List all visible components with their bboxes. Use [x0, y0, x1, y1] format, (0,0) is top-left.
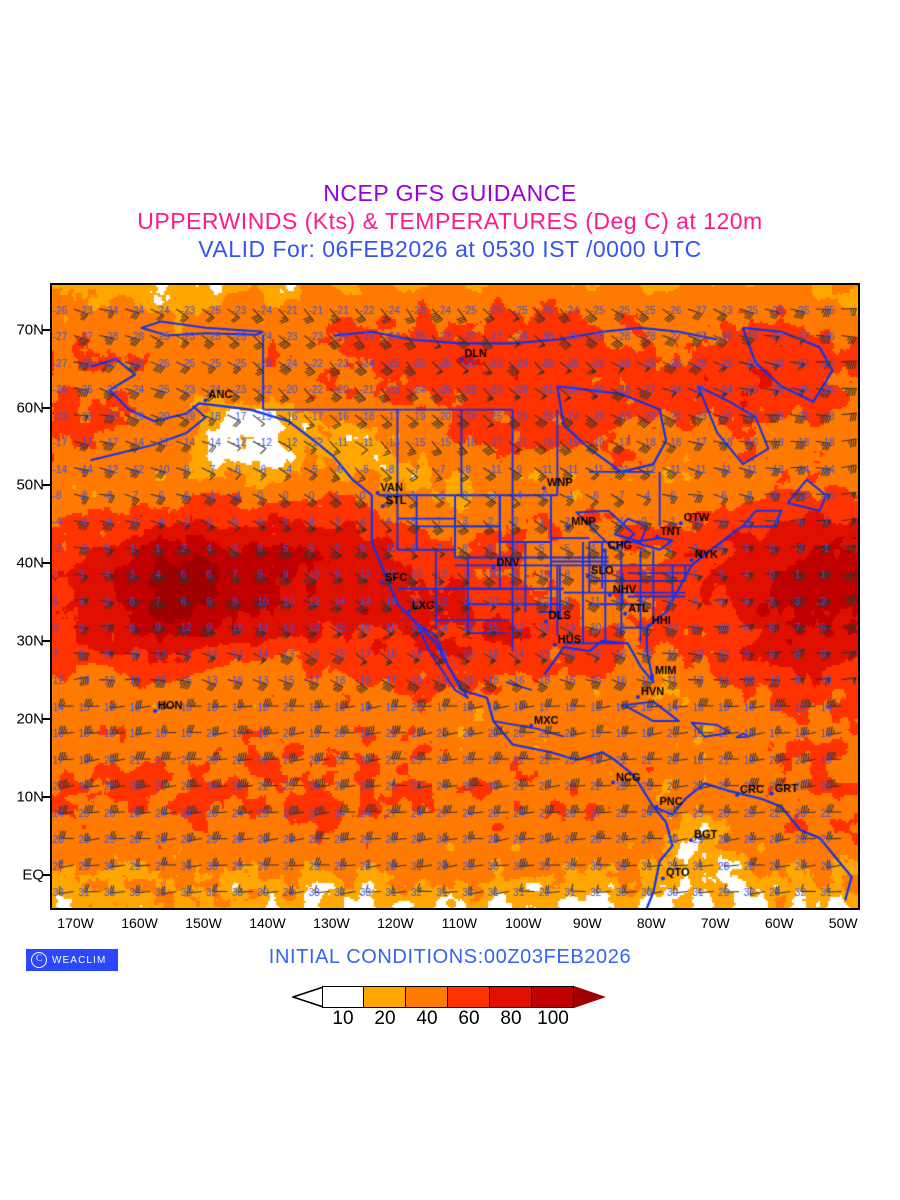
chart-title-block: NCEP GFS GUIDANCE UPPERWINDS (Kts) & TEM…: [0, 180, 900, 263]
title-line-valid-time: VALID For: 06FEB2026 at 0530 IST /0000 U…: [198, 236, 702, 262]
latitude-tick: [42, 484, 50, 487]
longitude-tick-label: 80W: [636, 915, 666, 931]
map-raster: [52, 285, 858, 908]
colorbar-tick-label: 10: [332, 1008, 354, 1029]
latitude-tick: [42, 873, 50, 876]
initial-conditions-label: INITIAL CONDITIONS:00Z03FEB2026: [268, 946, 632, 968]
longitude-tick-label: 60W: [764, 915, 794, 931]
latitude-tick-label: 20N: [16, 710, 44, 728]
longitude-tick-label: 100W: [505, 915, 542, 931]
title-line-variable: UPPERWINDS (Kts) & TEMPERATURES (Deg C) …: [137, 208, 763, 234]
colorbar-segment: [406, 986, 448, 1008]
longitude-tick-label: 120W: [377, 915, 414, 931]
longitude-tick-label: 70W: [700, 915, 730, 931]
latitude-tick-label: 30N: [16, 632, 44, 650]
forecast-map[interactable]: [50, 283, 860, 910]
latitude-tick: [42, 562, 50, 565]
latitude-tick-label: EQ: [22, 866, 44, 884]
longitude-axis: 170W 160W 150W 140W 130W 120W 110W 100W 90W 80W 70…: [0, 915, 900, 939]
copyright-icon: C: [31, 952, 47, 968]
latitude-tick-label: 40N: [16, 554, 44, 572]
latitude-axis: 70N 60N 50N 40N 30N 20N 10N EQ: [0, 283, 900, 910]
colorbar-segment: [322, 986, 364, 1008]
longitude-tick-label: 110W: [441, 915, 478, 931]
longitude-tick-label: 170W: [57, 915, 94, 931]
colorbar-left-cap: [292, 986, 324, 1008]
colorbar-right-cap: [574, 986, 606, 1008]
latitude-tick-label: 60N: [16, 399, 44, 417]
colorbar-tick-labels: 10 20 40 60 80 100: [0, 1008, 900, 1034]
latitude-tick: [42, 406, 50, 409]
colorbar-segment: [448, 986, 490, 1008]
longitude-tick-label: 130W: [313, 915, 350, 931]
latitude-tick: [42, 328, 50, 331]
latitude-tick: [42, 640, 50, 643]
longitude-tick-label: 90W: [572, 915, 602, 931]
latitude-tick: [42, 795, 50, 798]
colorbar-tick-label: 100: [537, 1008, 569, 1029]
colorbar-tick-label: 80: [500, 1008, 522, 1029]
colorbar-segment: [490, 986, 532, 1008]
longitude-tick-label: 150W: [185, 915, 222, 931]
colorbar-tick-label: 20: [374, 1008, 396, 1029]
latitude-tick-label: 70N: [16, 321, 44, 339]
longitude-tick-label: 160W: [121, 915, 158, 931]
latitude-tick: [42, 718, 50, 721]
colorbar-segment: [364, 986, 406, 1008]
latitude-tick-label: 50N: [16, 476, 44, 494]
colorbar: [322, 986, 606, 1008]
logo-label: WEACLIM: [52, 954, 107, 966]
weaclim-logo: C WEACLIM: [26, 949, 118, 971]
colorbar-tick-label: 40: [416, 1008, 438, 1029]
colorbar-tick-label: 60: [458, 1008, 480, 1029]
latitude-tick-label: 10N: [16, 788, 44, 806]
title-line-model: NCEP GFS GUIDANCE: [323, 180, 577, 206]
longitude-tick-label: 50W: [828, 915, 858, 931]
colorbar-segment: [532, 986, 574, 1008]
longitude-tick-label: 140W: [249, 915, 286, 931]
